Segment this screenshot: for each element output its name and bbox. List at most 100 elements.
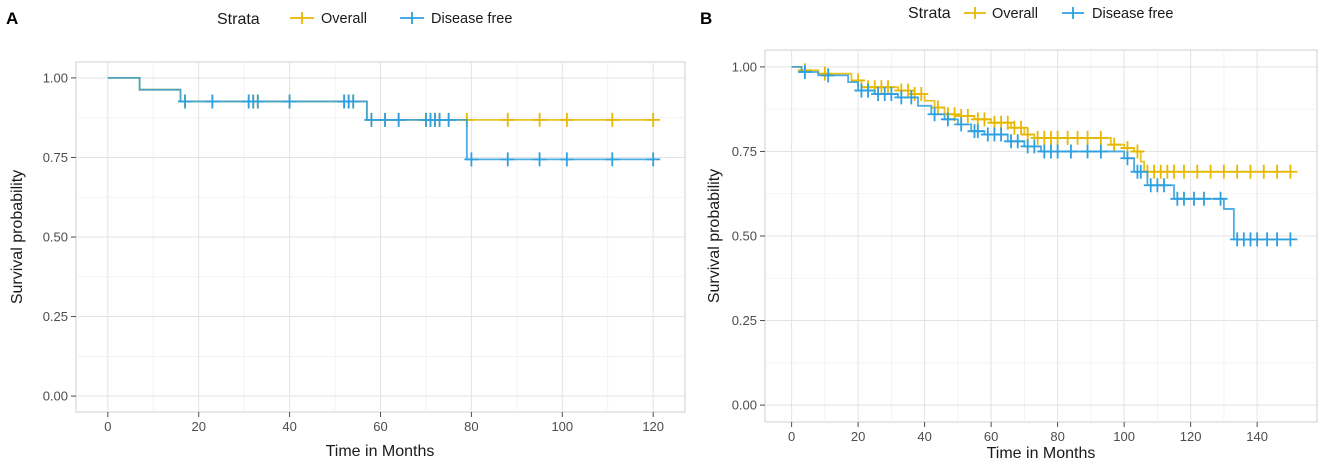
panel-b-x-tick-label: 140 <box>1246 429 1268 444</box>
panel-b-censor-mark-overall <box>914 86 929 101</box>
panel-b-censor-mark-overall <box>900 83 915 98</box>
panel-b-y-tick-label: 0.00 <box>732 398 757 413</box>
panel-b-censor-mark-disease-free <box>1093 144 1108 159</box>
panel-b-censor-mark-disease-free <box>884 86 899 101</box>
panel-b-censor-mark-overall <box>930 100 945 115</box>
panel-a-censor-mark-disease-free <box>346 94 361 109</box>
panel-a-curve-disease-free <box>107 77 654 161</box>
panel-a-legend-key-overall <box>290 12 314 24</box>
panel-b-censor-mark-overall <box>1190 164 1205 179</box>
panel-b-x-tick-label: 80 <box>1050 429 1064 444</box>
panel-b-label: B <box>700 9 712 28</box>
panel-a-censor-mark-disease-free <box>378 112 393 127</box>
panel-a-censor-mark-disease-free <box>500 152 515 167</box>
panel-b-censor-mark-disease-free <box>1270 232 1285 247</box>
panel-b-censor-mark-disease-free <box>904 90 919 105</box>
panel-b-censor-mark-disease-free <box>797 64 812 79</box>
panel-b-legend-label-disease-free: Disease free <box>1092 6 1173 22</box>
panel-b-gridlines <box>765 50 1317 422</box>
panel-b-censor-mark-disease-free <box>1157 178 1172 193</box>
panel-a-censor-mark-disease-free <box>646 152 661 167</box>
panel-a-legend: Strata Overall Disease free <box>217 11 512 28</box>
panel-b-x-tick-label: 100 <box>1113 429 1135 444</box>
panel-a-censor-mark-overall <box>559 112 574 127</box>
panel-a-y-tick-label: 0.75 <box>43 150 68 165</box>
panel-b-censor-mark-overall <box>1230 164 1245 179</box>
panel-a-censor-mark-overall <box>605 112 620 127</box>
panel-b-legend-key-disease-free <box>1062 7 1084 19</box>
panel-b-censor-mark-overall <box>1093 130 1108 145</box>
panel-b-censor-mark-overall <box>1256 164 1271 179</box>
panel-a-censor-mark-disease-free <box>250 94 265 109</box>
panel-b-y-tick-label: 0.50 <box>732 229 757 244</box>
panel-b-tick-labels: 0 20 40 60 80 100 120 140 0.00 0.25 0.50 0.75 1.00 <box>732 59 1268 444</box>
panel-b-censor-mark-disease-free <box>994 127 1009 142</box>
panel-a-x-tick-label: 0 <box>104 419 111 434</box>
panel-a-censor-mark-disease-free <box>532 152 547 167</box>
panel-b-legend-title: Strata <box>908 5 951 22</box>
panel-a-y-tick-label: 0.50 <box>43 230 68 245</box>
panel-b-legend-key-overall <box>964 7 986 19</box>
panel-a-x-tick-label: 20 <box>191 419 205 434</box>
panel-b-y-axis-title: Survival probability <box>706 169 723 303</box>
panel-b-x-tick-label: 40 <box>917 429 931 444</box>
panel-b-censor-mark-disease-free <box>1080 144 1095 159</box>
panel-b-censor-mark-overall <box>1203 164 1218 179</box>
panel-a-legend-title: Strata <box>217 11 260 28</box>
panel-b-censor-mark-disease-free <box>954 117 969 132</box>
panel-a-censor-mark-disease-free <box>205 94 220 109</box>
panel-b-censor-mark-disease-free <box>1196 191 1211 206</box>
panel-a-x-tick-label: 120 <box>642 419 664 434</box>
panel-a-censor-mark-disease-free <box>178 94 193 109</box>
panel-b-y-tick-label: 1.00 <box>732 59 757 74</box>
panel-a-legend-label-overall: Overall <box>321 11 367 27</box>
panel-b-censor-mark-disease-free <box>1283 232 1298 247</box>
panel-b-censor-mark-overall <box>881 80 896 95</box>
panel-a-censor-mark-disease-free <box>441 112 456 127</box>
panel-b-censor-mark-overall <box>977 112 992 127</box>
panel-b-censor-mark-overall <box>1283 164 1298 179</box>
panel-b-censor-mark-disease-free <box>861 83 876 98</box>
panel-b-censor-mark-disease-free <box>1213 191 1228 206</box>
panel-b-censor-mark-overall <box>1243 164 1258 179</box>
panel-a-y-tick-label: 0.00 <box>43 389 68 404</box>
panel-b-curve-overall <box>791 66 1291 173</box>
panel-a-legend-key-disease-free <box>400 12 424 24</box>
panel-a-censor-mark-disease-free <box>605 152 620 167</box>
panel-b-x-tick-label: 0 <box>788 429 795 444</box>
panel-b-censor-mark-overall <box>1107 137 1122 152</box>
panel-a-x-tick-label: 80 <box>464 419 478 434</box>
panel-b-censor-mark-overall <box>1130 144 1145 159</box>
panel-a-y-tick-label: 0.25 <box>43 309 68 324</box>
panel-b-curves <box>791 63 1298 247</box>
panel-b-censor-mark-disease-free <box>940 112 955 127</box>
panel-b-censor-mark-disease-free <box>1133 164 1148 179</box>
panel-b-x-tick-label: 120 <box>1180 429 1202 444</box>
panel-b: B Strata Overall Disease free 0 20 40 60 80 1… <box>700 5 1318 462</box>
panel-a-censor-mark-overall <box>646 112 661 127</box>
panel-a-x-tick-label: 60 <box>373 419 387 434</box>
panel-b-censor-mark-overall <box>1014 120 1029 135</box>
panel-a: A Strata Overall Disease free 0 20 40 60 80 1… <box>6 9 686 460</box>
panel-b-censor-mark-overall <box>1080 130 1095 145</box>
panel-b-censor-mark-disease-free <box>1050 144 1065 159</box>
panel-b-censor-mark-disease-free <box>1027 139 1042 154</box>
panel-a-censor-mark-disease-free <box>282 94 297 109</box>
panel-a-censor-mark-disease-free <box>391 112 406 127</box>
panel-a-x-axis-title: Time in Months <box>326 443 435 460</box>
panel-b-censor-mark-disease-free <box>821 68 836 83</box>
panel-a-censor-mark-disease-free <box>464 152 479 167</box>
panel-b-censor-mark-disease-free <box>1120 151 1135 166</box>
panel-a-censor-mark-overall <box>532 112 547 127</box>
panel-a-label: A <box>6 9 18 28</box>
panel-b-x-axis-title: Time in Months <box>987 445 1096 462</box>
panel-b-x-tick-label: 20 <box>851 429 865 444</box>
panel-b-censor-mark-overall <box>960 108 975 123</box>
panel-a-x-tick-label: 100 <box>551 419 573 434</box>
panel-a-censor-mark-disease-free <box>559 152 574 167</box>
panel-a-tick-labels: 0 20 40 60 80 100 120 0.00 0.25 0.50 0.75 1.00 <box>43 70 664 434</box>
panel-a-y-axis-title: Survival probability <box>9 170 26 304</box>
panel-b-censor-mark-overall <box>1216 164 1231 179</box>
panel-b-censor-mark-disease-free <box>1063 144 1078 159</box>
